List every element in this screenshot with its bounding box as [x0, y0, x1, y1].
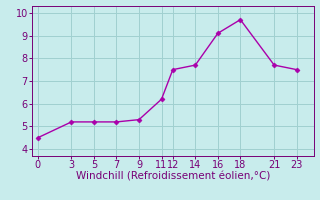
X-axis label: Windchill (Refroidissement éolien,°C): Windchill (Refroidissement éolien,°C): [76, 172, 270, 182]
